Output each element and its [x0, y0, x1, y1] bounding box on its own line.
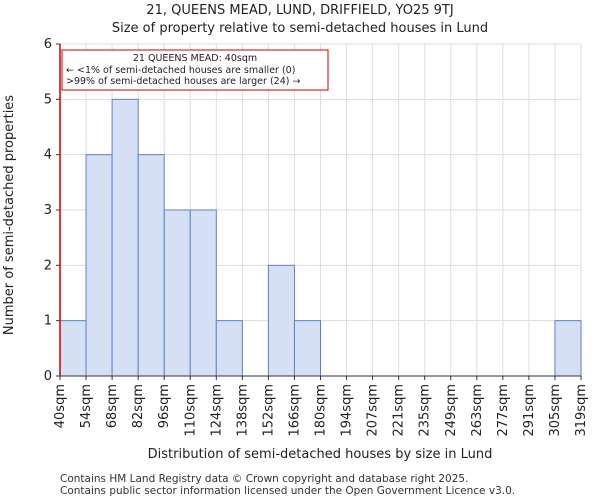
x-tick-label-277sqm: 277sqm: [496, 384, 511, 437]
x-tick-label-263sqm: 263sqm: [470, 384, 485, 437]
histogram-bar-96sqm: [163, 209, 191, 377]
histogram-bar-110sqm: [189, 209, 217, 377]
x-tick-label-138sqm: 138sqm: [235, 384, 250, 437]
histogram-bar-124sqm: [215, 320, 243, 377]
x-tick-label-319sqm: 319sqm: [574, 384, 589, 437]
x-tick-label-207sqm: 207sqm: [366, 384, 381, 437]
histogram-bar-166sqm: [293, 320, 322, 377]
histogram-bar-54sqm: [85, 154, 113, 377]
annotation-box: 21 QUEENS MEAD: 40sqm ← <1% of semi-deta…: [61, 49, 329, 91]
x-tick-label-249sqm: 249sqm: [444, 384, 459, 437]
x-tick-label-235sqm: 235sqm: [418, 384, 433, 437]
x-tick-label-221sqm: 221sqm: [392, 384, 407, 437]
y-tick-label-0: 0: [44, 369, 52, 384]
x-tick-label-180sqm: 180sqm: [314, 384, 329, 437]
x-tick-label-305sqm: 305sqm: [548, 384, 563, 437]
y-tick-label-3: 3: [44, 203, 52, 218]
y-tick-label-2: 2: [44, 258, 52, 273]
y-tick-label-4: 4: [44, 148, 52, 163]
y-tick-label-5: 5: [44, 92, 52, 107]
histogram-bar-68sqm: [111, 98, 139, 377]
histogram-bar-305sqm: [554, 320, 582, 377]
footer-credit-line-1: Contains HM Land Registry data © Crown c…: [60, 473, 468, 485]
x-tick-label-96sqm: 96sqm: [157, 384, 172, 428]
x-tick-label-152sqm: 152sqm: [261, 384, 276, 437]
x-tick-label-110sqm: 110sqm: [183, 384, 198, 437]
y-tick-label-1: 1: [44, 314, 52, 329]
ticks-layer: 0 1 2 3 4 5 6 40sqm 54sqm 68sqm 82sqm 96sqm 110sqm 12…: [44, 37, 589, 437]
x-tick-label-82sqm: 82sqm: [131, 384, 146, 428]
annotation-line-3: >99% of semi-detached houses are larger …: [66, 76, 300, 87]
x-axis-label: Distribution of semi-detached houses by …: [148, 447, 493, 462]
histogram-bar-40sqm: [59, 320, 87, 377]
bars-layer: [59, 98, 582, 377]
annotation-border: [61, 49, 329, 91]
x-tick-label-194sqm: 194sqm: [340, 384, 355, 437]
histogram-bar-82sqm: [137, 154, 165, 377]
x-tick-label-40sqm: 40sqm: [53, 384, 68, 428]
x-tick-label-166sqm: 166sqm: [287, 384, 302, 437]
x-tick-label-291sqm: 291sqm: [522, 384, 537, 437]
annotation-line-2: ← <1% of semi-detached houses are smalle…: [66, 65, 295, 76]
y-axis-label: Number of semi-detached properties: [2, 95, 17, 335]
axes-layer: [56, 43, 582, 380]
annotation-line-1: 21 QUEENS MEAD: 40sqm: [133, 53, 257, 64]
footer-credit-line-2: Contains public sector information licen…: [60, 485, 515, 497]
x-tick-label-54sqm: 54sqm: [79, 384, 94, 428]
chart-title: 21, QUEENS MEAD, LUND, DRIFFIELD, YO25 9…: [146, 3, 453, 18]
x-tick-label-124sqm: 124sqm: [209, 384, 224, 437]
chart-subtitle: Size of property relative to semi-detach…: [112, 21, 488, 36]
x-tick-label-68sqm: 68sqm: [105, 384, 120, 428]
y-tick-label-6: 6: [44, 37, 52, 52]
histogram-bar-152sqm: [267, 264, 295, 377]
